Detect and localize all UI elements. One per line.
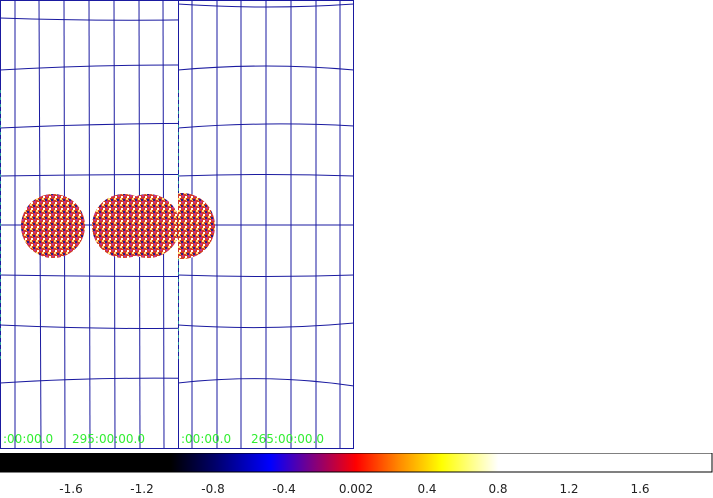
- coordinate-grid-right: [178, 0, 355, 449]
- ra-label-left-1: :00:00.0: [3, 432, 54, 446]
- colorbar-tick: 1.2: [559, 482, 579, 496]
- source-disk-1: [21, 194, 85, 258]
- colorbar-tick: 0.002: [338, 482, 374, 496]
- ra-label-left-2: 295:00:00.0: [72, 432, 145, 446]
- colorbar-tick: 0.4: [417, 482, 437, 496]
- colorbar-tick: -1.6: [59, 482, 83, 496]
- colorbar-tick: 1.6: [630, 482, 650, 496]
- source-disk-3: [116, 194, 180, 258]
- colorbar-tick: 0.8: [488, 482, 508, 496]
- ra-label-right-1: :00:00.0: [181, 432, 232, 446]
- colorbar-tick: -1.2: [130, 482, 154, 496]
- colorbar-tick: -0.4: [272, 482, 296, 496]
- ra-label-right-2: 265:00:00.0: [251, 432, 324, 446]
- image-frame-right[interactable]: :00:00.0 265:00:00.0: [178, 0, 355, 449]
- colorbar-tick: -0.8: [201, 482, 225, 496]
- colorbar[interactable]: [0, 452, 713, 473]
